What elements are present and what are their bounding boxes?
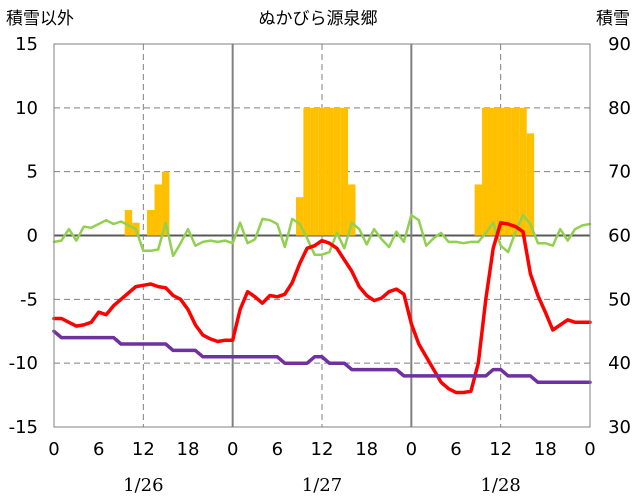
left-tick-label: 10 xyxy=(15,98,38,119)
x-tick-label: 12 xyxy=(132,439,155,460)
snow-bar xyxy=(333,107,341,236)
snow-bar xyxy=(489,107,497,236)
x-tick-label: 6 xyxy=(272,439,283,460)
snow-bar xyxy=(318,107,326,236)
left-tick-label: -15 xyxy=(9,417,38,438)
date-label: 1/28 xyxy=(480,475,520,496)
right-tick-label: 40 xyxy=(608,353,631,374)
left-tick-label: -5 xyxy=(20,289,38,310)
snow-bar xyxy=(496,107,505,236)
snow-bar xyxy=(325,107,334,236)
left-tick-label: -10 xyxy=(9,353,38,374)
x-tick-label: 18 xyxy=(355,439,378,460)
right-tick-label: 30 xyxy=(608,417,631,438)
x-tick-label: 6 xyxy=(450,439,461,460)
x-tick-label: 0 xyxy=(48,439,59,460)
x-tick-label: 18 xyxy=(534,439,557,460)
plot-border xyxy=(53,43,591,428)
date-label: 1/26 xyxy=(123,475,163,496)
snow-bar xyxy=(511,107,520,236)
right-tick-label: 50 xyxy=(608,289,631,310)
left-tick-label: 15 xyxy=(15,34,38,55)
x-tick-label: 18 xyxy=(177,439,200,460)
green-series-line xyxy=(52,213,592,258)
snow-bar xyxy=(161,171,170,236)
x-tick-label: 0 xyxy=(406,439,417,460)
snow-bar xyxy=(348,184,356,236)
snow-bar xyxy=(295,197,304,236)
left-tick-label: 5 xyxy=(27,162,38,183)
right-tick-label: 90 xyxy=(608,34,631,55)
snow-bar xyxy=(124,209,133,236)
x-tick-label: 6 xyxy=(93,439,104,460)
red-series-line xyxy=(52,220,592,395)
snow-bar xyxy=(482,107,490,236)
purple-series-line xyxy=(52,329,592,385)
x-tick-label: 12 xyxy=(489,439,512,460)
chart-title: ぬかびら源泉郷 xyxy=(259,9,378,29)
x-tick-label: 0 xyxy=(584,439,595,460)
snow-bars xyxy=(124,107,535,236)
snow-bar xyxy=(504,107,512,236)
series-lines xyxy=(52,213,592,395)
x-tick-label: 0 xyxy=(227,439,238,460)
date-label: 1/27 xyxy=(302,475,342,496)
left-tick-label: 0 xyxy=(27,226,38,247)
snow-bar xyxy=(303,107,311,236)
snow-bar xyxy=(519,107,527,236)
right-tick-label: 80 xyxy=(608,98,631,119)
snow-bar xyxy=(154,184,162,236)
right-axis-label: 積雪 xyxy=(596,9,630,29)
snow-bar xyxy=(526,133,535,236)
x-tick-label: 12 xyxy=(311,439,334,460)
snow-bar xyxy=(147,209,155,236)
left-axis-label: 積雪以外 xyxy=(6,9,74,29)
snow-bar xyxy=(340,107,349,236)
snow-bar xyxy=(474,184,483,236)
snow-bar xyxy=(310,107,319,236)
right-tick-label: 70 xyxy=(608,162,631,183)
right-tick-label: 60 xyxy=(608,226,631,247)
